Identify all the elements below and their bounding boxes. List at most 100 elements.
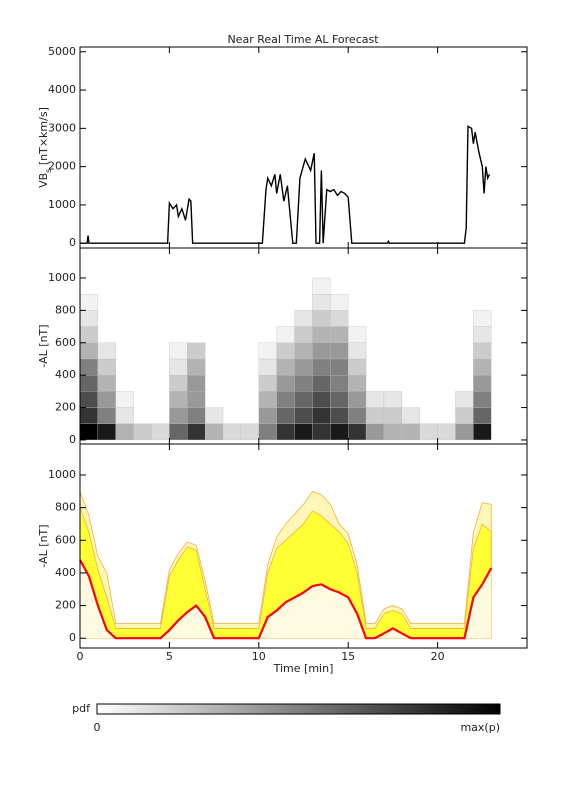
pdf-cell (348, 407, 367, 424)
pdf-cell (276, 391, 295, 408)
pdf-cell (330, 407, 349, 424)
pdf-cell (348, 375, 367, 392)
pdf-cell (79, 326, 99, 343)
pdf-cell (473, 407, 492, 424)
pdf-cell (401, 407, 420, 424)
pdf-cell (151, 423, 170, 441)
pdf-cell (187, 391, 206, 408)
pdf-cell (473, 391, 492, 408)
y-tick-label: 600 (55, 533, 76, 546)
pdf-cell (97, 423, 116, 441)
pdf-cell (276, 423, 295, 441)
pdf-cell (222, 423, 242, 441)
panel (79, 490, 493, 640)
pdf-cell (312, 326, 331, 343)
y-tick-label: 3000 (48, 121, 76, 134)
below-median (80, 559, 492, 639)
pdf-cell (473, 342, 492, 360)
pdf-cell (330, 310, 349, 327)
pdf-cell (312, 294, 331, 311)
x-tick-label: 5 (166, 650, 173, 663)
x-tick-label: 0 (77, 650, 84, 663)
pdf-cell (330, 423, 349, 441)
y-axis-label-part: [nT×km/s] (37, 107, 50, 169)
y-tick-label: 0 (69, 631, 76, 644)
pdf-cell (79, 358, 99, 376)
pdf-cell (187, 407, 206, 424)
pdf-cell (419, 423, 438, 441)
pdf-cell (276, 375, 295, 392)
pdf-cell (473, 358, 492, 376)
pdf-cell (79, 375, 99, 392)
pdf-cell (348, 342, 367, 360)
y-tick-label: 4000 (48, 83, 76, 96)
pdf-cell (294, 358, 313, 376)
pdf-cell (294, 342, 313, 360)
pdf-cell (348, 423, 367, 441)
pdf-cell (169, 342, 188, 360)
pdf-cell (330, 391, 349, 408)
y-tick-label: 1000 (48, 271, 76, 284)
y-tick-label: 200 (55, 401, 76, 414)
y-tick-label: 1000 (48, 198, 76, 211)
pdf-cell (294, 326, 313, 343)
pdf-cell (312, 407, 331, 424)
x-tick-label: 15 (341, 650, 355, 663)
panel (79, 277, 492, 441)
pdf-cell (205, 423, 224, 441)
pdf-cell (294, 423, 313, 441)
pdf-cell (258, 407, 277, 424)
pdf-cell (473, 326, 492, 343)
pdf-cell (294, 375, 313, 392)
pdf-cell (473, 423, 492, 441)
y-axis-label: -AL [nT] (37, 524, 50, 567)
pdf-cell (97, 407, 116, 424)
pdf-cell (258, 423, 277, 441)
pdf-cell (383, 423, 402, 441)
pdf-cell (312, 342, 331, 360)
pdf-cell (115, 423, 134, 441)
pdf-cell (258, 358, 277, 376)
pdf-cell (401, 423, 420, 441)
y-axis-label-part: VB (37, 173, 50, 188)
pdf-cell (276, 326, 295, 343)
y-tick-label: 200 (55, 599, 76, 612)
pdf-cell (365, 423, 385, 441)
pdf-cell (294, 407, 313, 424)
x-tick-label: 20 (431, 650, 445, 663)
pdf-cell (97, 358, 116, 376)
pdf-cell (187, 358, 206, 376)
panel (80, 125, 491, 244)
y-axis-label: VBs [nT×km/s] (37, 107, 53, 188)
pdf-cell (455, 423, 474, 441)
pdf-cell (240, 423, 259, 441)
pdf-cell (473, 310, 492, 327)
y-tick-label: 5000 (48, 45, 76, 58)
pdf-cell (79, 391, 99, 408)
y-axis-label-part: s (44, 169, 53, 173)
y-tick-label: 1000 (48, 468, 76, 481)
pdf-cell (276, 342, 295, 360)
pdf-cell (187, 342, 206, 360)
pdf-cell (330, 294, 349, 311)
pdf-cell (455, 391, 474, 408)
pdf-cell (383, 407, 402, 424)
pdf-cell (437, 423, 456, 441)
y-tick-label: 800 (55, 501, 76, 514)
pdf-cell (97, 342, 116, 360)
y-tick-label: 400 (55, 368, 76, 381)
median-line (79, 559, 493, 640)
pdf-cell (169, 375, 188, 392)
pdf-cell (79, 407, 99, 424)
pdf-cell (365, 407, 385, 424)
pdf-cell (133, 423, 152, 441)
colorbar-max: max(p) (460, 721, 500, 734)
pdf-cell (473, 375, 492, 392)
pdf-cell (312, 358, 331, 376)
data-line (80, 125, 491, 244)
pdf-cell (97, 391, 116, 408)
pdf-cell (276, 358, 295, 376)
y-tick-label: 0 (69, 433, 76, 446)
pdf-cell (348, 358, 367, 376)
